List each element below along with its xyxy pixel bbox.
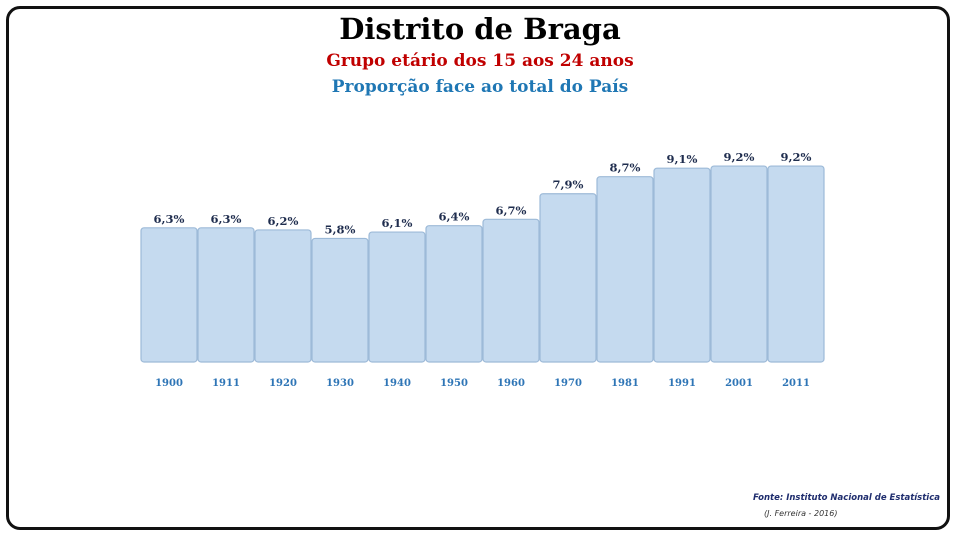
- bar-1911: [197, 227, 255, 363]
- data-label-1911: 6,3%: [211, 212, 242, 226]
- bar-1981: [596, 176, 654, 363]
- data-label-2001: 9,2%: [724, 150, 755, 164]
- data-label-1991: 9,1%: [667, 152, 698, 166]
- data-label-1950: 6,4%: [439, 210, 470, 224]
- x-tick-label-1950: 1950: [440, 378, 468, 389]
- data-label-1981: 8,7%: [610, 161, 641, 175]
- x-tick-label-1900: 1900: [155, 378, 183, 389]
- bar-1970: [539, 193, 597, 363]
- bar-1960: [482, 218, 540, 363]
- chart-subtitle-secondary: Proporção face ao total do País: [331, 77, 629, 97]
- x-tick-label-1960: 1960: [497, 378, 525, 389]
- data-label-1930: 5,8%: [325, 222, 356, 236]
- x-tick-label-2001: 2001: [725, 378, 753, 389]
- bar-2001: [710, 165, 768, 363]
- x-tick-label-1981: 1981: [611, 378, 639, 389]
- bar-1950: [425, 225, 483, 363]
- x-tick-label-1930: 1930: [326, 378, 354, 389]
- chart-title: Distrito de Braga: [339, 12, 621, 46]
- x-tick-label-1970: 1970: [554, 378, 582, 389]
- bar-1940: [368, 231, 426, 363]
- bar-1900: [140, 227, 198, 363]
- bar-2011: [767, 165, 825, 363]
- author-note: (J. Ferreira - 2016): [764, 509, 838, 518]
- source-note: Fonte: Instituto Nacional de Estatística: [752, 493, 940, 503]
- x-tick-label-1991: 1991: [668, 378, 696, 389]
- data-label-1920: 6,2%: [268, 214, 299, 228]
- x-tick-label-1940: 1940: [383, 378, 411, 389]
- data-label-1940: 6,1%: [382, 216, 413, 230]
- bar-1920: [254, 229, 312, 363]
- data-label-1960: 6,7%: [496, 203, 527, 217]
- x-tick-label-1911: 1911: [212, 378, 240, 389]
- chart-subtitle: Grupo etário dos 15 aos 24 anos: [326, 51, 634, 71]
- x-tick-label-2011: 2011: [782, 378, 810, 389]
- bar-1930: [311, 237, 369, 363]
- x-tick-label-1920: 1920: [269, 378, 297, 389]
- data-label-1970: 7,9%: [553, 178, 584, 192]
- data-label-2011: 9,2%: [781, 150, 812, 164]
- data-label-1900: 6,3%: [154, 212, 185, 226]
- bar-1991: [653, 167, 711, 363]
